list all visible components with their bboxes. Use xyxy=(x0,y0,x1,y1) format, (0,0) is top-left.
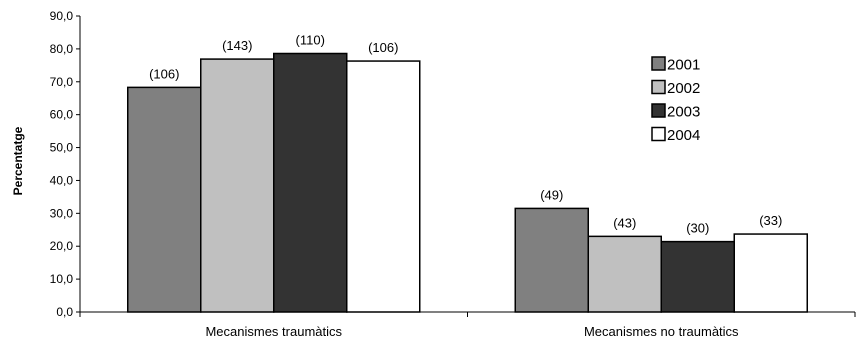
y-tick-label: 70,0 xyxy=(50,75,74,89)
bar-2004-no-traumatics xyxy=(733,233,808,313)
bar-2001-no-traumatics xyxy=(514,207,589,313)
legend-label: 2002 xyxy=(667,80,700,97)
legend-swatch xyxy=(651,103,666,118)
data-label: (49) xyxy=(540,187,563,202)
bar-2003-traumatics xyxy=(273,52,348,313)
x-axis: Mecanismes traumàtics Mecanismes no traum… xyxy=(79,311,856,339)
legend-label: 2003 xyxy=(667,104,700,121)
y-tick-label: 50,0 xyxy=(50,141,74,155)
data-label: (110) xyxy=(296,32,325,47)
y-tick-label: 60,0 xyxy=(50,108,74,122)
data-label: (43) xyxy=(613,215,636,230)
legend: 2001 2002 2003 2004 xyxy=(651,56,700,144)
y-tick-label: 20,0 xyxy=(50,239,74,253)
plot-area: (106) (143) (110) (106) (49) (43) (30) (33) xyxy=(127,32,808,313)
y-axis: 0,0 10,0 20,0 30,0 40,0 50,0 60,0 70,0 80,0 90,0 xyxy=(50,9,81,319)
bar-2002-no-traumatics xyxy=(587,235,662,313)
y-tick-label: 10,0 xyxy=(50,272,74,286)
y-tick-label: 80,0 xyxy=(50,42,74,56)
x-category-label: Mecanismes no traumàtics xyxy=(584,324,739,339)
y-tick-label: 40,0 xyxy=(50,173,74,187)
data-label: (106) xyxy=(149,66,179,81)
legend-label: 2004 xyxy=(667,127,700,144)
data-label: (143) xyxy=(222,38,252,53)
y-tick-label: 30,0 xyxy=(50,206,74,220)
legend-swatch xyxy=(651,126,666,142)
x-category-label: Mecanismes traumàtics xyxy=(205,324,342,339)
data-label: (30) xyxy=(686,221,709,236)
y-axis-label: Percentatge xyxy=(11,126,25,195)
data-label: (106) xyxy=(368,40,398,55)
bar-2004-traumatics xyxy=(346,60,421,313)
legend-swatch xyxy=(651,79,666,95)
legend-label: 2001 xyxy=(667,57,700,74)
bar-2002-traumatics xyxy=(200,58,275,313)
bar-2001-traumatics xyxy=(127,86,202,313)
y-tick-label: 0,0 xyxy=(56,305,73,319)
data-label: (33) xyxy=(759,213,782,228)
bar-2003-no-traumatics xyxy=(660,240,735,313)
y-tick-label: 90,0 xyxy=(50,9,74,23)
legend-swatch xyxy=(651,56,666,71)
